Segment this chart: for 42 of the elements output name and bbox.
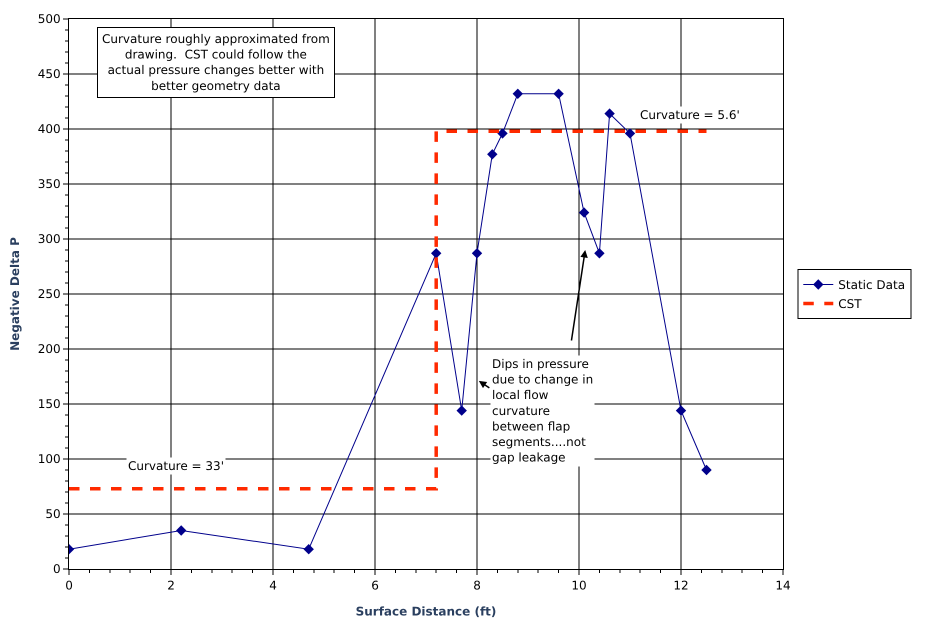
x-tick-label: 6 xyxy=(371,578,379,592)
y-axis-title: Negative Delta P xyxy=(8,236,22,351)
annotation: Curvature = 5.6' xyxy=(640,108,740,122)
y-tick-label: 350 xyxy=(38,177,61,192)
x-tick-label: 14 xyxy=(775,578,791,592)
point xyxy=(553,88,564,99)
y-tick-label: 250 xyxy=(38,287,61,302)
point xyxy=(304,544,314,554)
point xyxy=(472,248,482,258)
x-tick-label: 2 xyxy=(167,578,175,592)
point xyxy=(431,248,442,258)
x-tick-label: 10 xyxy=(571,578,587,592)
x-tick-label: 4 xyxy=(269,578,277,592)
y-tick-label: 500 xyxy=(38,12,61,26)
point xyxy=(624,128,636,139)
point xyxy=(594,248,605,258)
x-tick-label: 12 xyxy=(673,578,689,592)
point xyxy=(701,464,712,476)
point xyxy=(487,149,498,160)
point xyxy=(176,525,186,536)
annotation: Dips in pressure due to change in local flow curvature between flap segments....not gap leakage xyxy=(492,357,594,465)
y-tick-label: 100 xyxy=(38,452,61,466)
annotation: Curvature roughly approximated from drawing. CST could follow the actual pressure changes better with better geometry data xyxy=(102,32,330,93)
y-tick-label: 450 xyxy=(38,67,61,82)
y-tick-label: 150 xyxy=(38,397,61,412)
y-tick-label: 400 xyxy=(38,122,61,136)
x-tick-label: 8 xyxy=(473,578,481,592)
point xyxy=(497,128,508,139)
point xyxy=(456,405,467,416)
point xyxy=(604,108,615,119)
point xyxy=(578,207,590,218)
legend-label: Static Data xyxy=(838,278,906,292)
legend-label: CST xyxy=(838,297,862,312)
x-tick-label: 0 xyxy=(65,578,73,592)
annotation: Curvature = 33' xyxy=(128,459,224,473)
y-tick-label: 300 xyxy=(38,232,61,246)
y-tick-label: 200 xyxy=(38,342,61,356)
point xyxy=(676,405,686,416)
point xyxy=(512,88,523,99)
x-axis-title: Surface Distance (ft) xyxy=(356,604,496,618)
y-tick-label: 50 xyxy=(45,507,61,522)
y-tick-label: 0 xyxy=(52,562,61,576)
